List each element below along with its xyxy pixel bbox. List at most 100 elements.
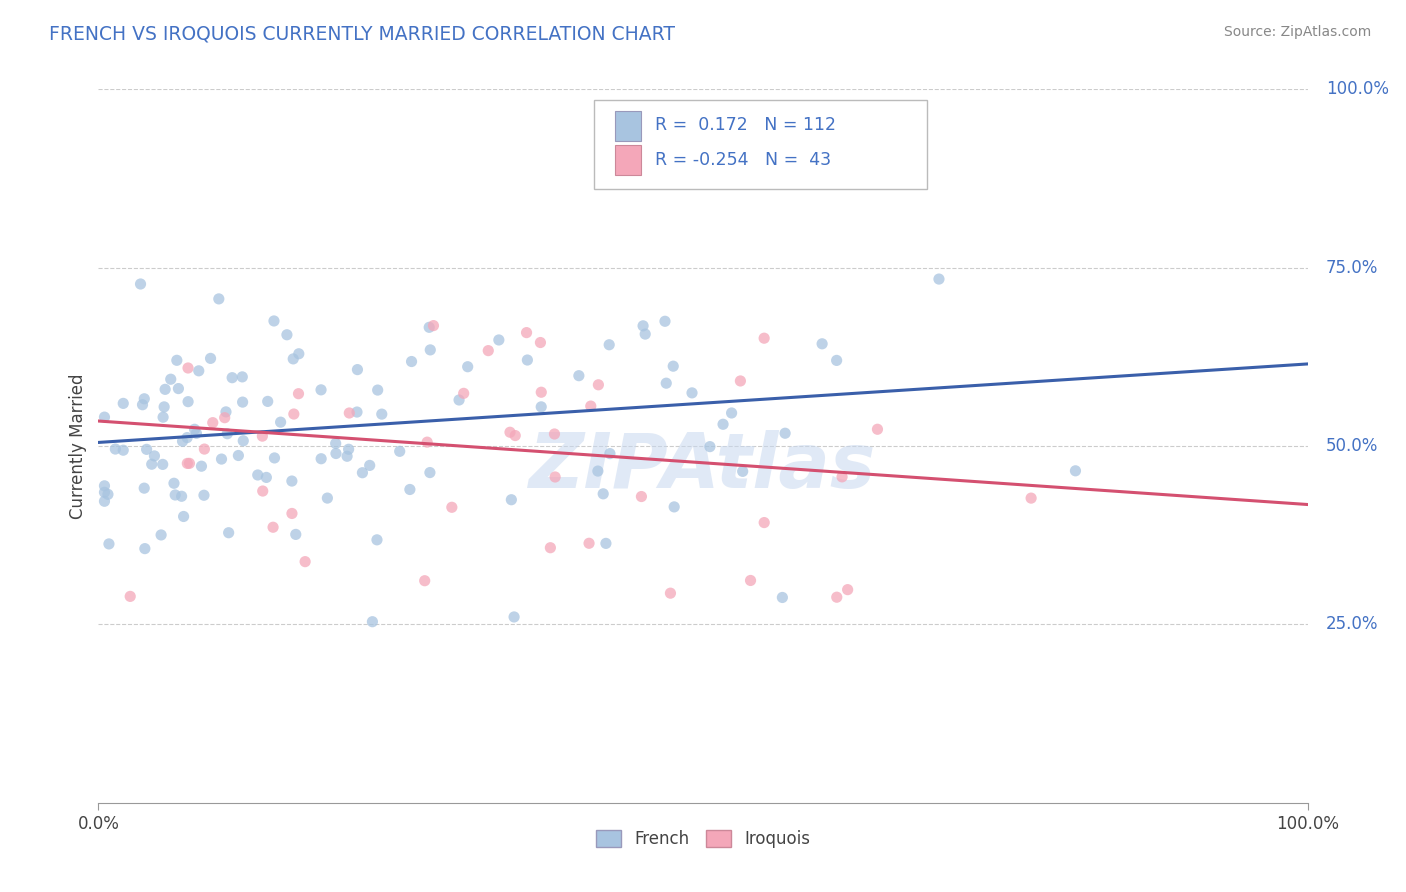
Point (711, 417, 734, 432)
Point (254, 470, 277, 484)
Point (752, 331, 775, 345)
Point (166, 353, 188, 368)
Point (93, 410, 115, 425)
Point (770, 591, 793, 605)
Point (418, 320, 440, 334)
Point (440, 500, 463, 515)
Point (681, 385, 703, 400)
Point (578, 536, 600, 550)
Point (659, 586, 682, 600)
Point (352, 466, 374, 480)
Point (530, 400, 553, 414)
Point (544, 470, 567, 484)
Text: R = -0.254   N =  43: R = -0.254 N = 43 (655, 151, 831, 169)
Y-axis label: Currently Married: Currently Married (69, 373, 87, 519)
Text: R =  0.172   N = 112: R = 0.172 N = 112 (655, 116, 835, 134)
Point (664, 500, 686, 514)
Point (93, 485, 115, 500)
Point (595, 536, 617, 550)
Point (530, 385, 553, 400)
Text: ZIPAtlas: ZIPAtlas (529, 431, 877, 504)
Point (592, 487, 614, 501)
Point (183, 422, 205, 436)
Point (754, 516, 776, 530)
Point (134, 541, 156, 556)
Point (152, 458, 174, 472)
Point (419, 466, 441, 480)
Point (399, 483, 422, 497)
Point (252, 429, 274, 443)
Point (134, 481, 156, 495)
Point (190, 459, 212, 474)
Point (325, 446, 347, 460)
Text: Source: ZipAtlas.com: Source: ZipAtlas.com (1223, 25, 1371, 39)
Text: 50.0%: 50.0% (1326, 437, 1378, 455)
Point (159, 372, 181, 386)
Point (720, 406, 742, 420)
Point (367, 383, 389, 397)
Point (165, 488, 187, 502)
Point (401, 354, 423, 368)
Point (336, 449, 359, 463)
Point (457, 359, 479, 374)
Point (773, 426, 796, 441)
Point (538, 541, 561, 555)
Point (214, 410, 236, 425)
Point (740, 574, 762, 588)
Point (141, 457, 163, 471)
Point (177, 394, 200, 409)
Point (825, 591, 848, 605)
Point (97, 537, 120, 551)
Point (568, 368, 591, 383)
Point (246, 467, 269, 482)
Point (811, 336, 834, 351)
Point (153, 382, 176, 396)
Text: 75.0%: 75.0% (1326, 259, 1378, 277)
Point (662, 359, 685, 374)
Point (422, 318, 444, 333)
Point (283, 407, 305, 421)
Point (152, 410, 174, 425)
Point (366, 533, 388, 547)
Point (150, 528, 173, 542)
Text: 25.0%: 25.0% (1326, 615, 1378, 633)
Point (232, 434, 254, 448)
Point (200, 351, 222, 366)
Point (231, 370, 253, 384)
Point (112, 443, 135, 458)
Point (599, 447, 621, 461)
Point (586, 464, 609, 478)
Point (499, 425, 522, 440)
Point (337, 406, 360, 420)
Point (276, 327, 298, 342)
Point (309, 383, 332, 397)
Point (263, 450, 285, 465)
Point (177, 361, 200, 376)
Point (179, 456, 201, 470)
Point (413, 574, 436, 588)
Point (201, 416, 224, 430)
Point (284, 527, 307, 541)
Point (579, 399, 602, 413)
Point (503, 428, 526, 442)
Point (217, 426, 239, 441)
Point (543, 427, 565, 442)
Point (1064, 464, 1087, 478)
Point (93, 479, 115, 493)
Point (193, 442, 215, 456)
Point (270, 415, 292, 429)
Point (588, 377, 610, 392)
Point (501, 492, 523, 507)
Legend: French, Iroquois: French, Iroquois (589, 823, 817, 855)
Point (135, 442, 157, 457)
Point (131, 398, 153, 412)
Point (731, 464, 754, 478)
Point (256, 394, 278, 409)
Point (228, 449, 250, 463)
Point (516, 353, 538, 368)
Point (488, 333, 510, 347)
Point (288, 347, 311, 361)
Point (825, 353, 848, 368)
Point (325, 436, 347, 450)
Point (134, 392, 156, 406)
